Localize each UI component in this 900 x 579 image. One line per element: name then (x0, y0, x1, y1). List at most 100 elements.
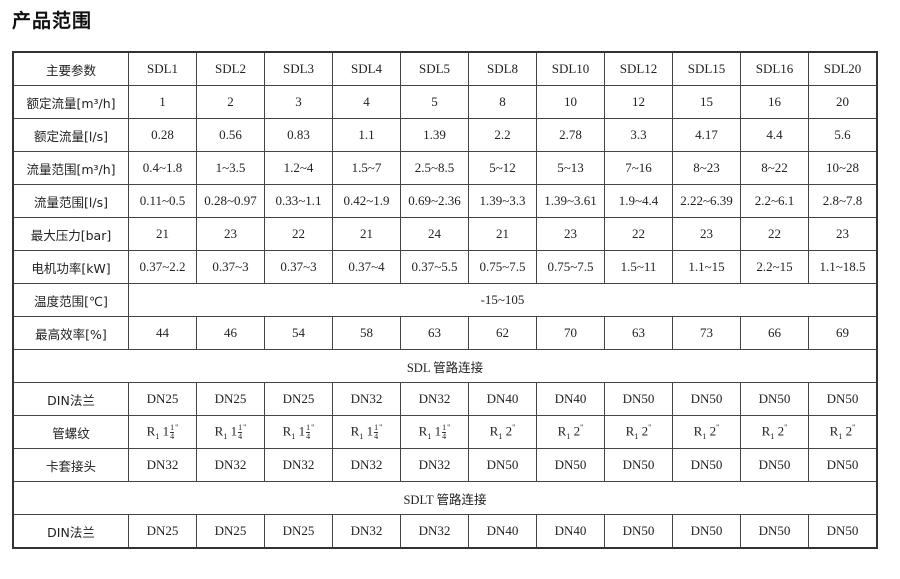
table-cell: SDL1 (128, 51, 197, 86)
table-cell: 2 (196, 85, 265, 119)
page-title: 产品范围 (12, 10, 93, 32)
table-cell: 2.22~6.39 (672, 184, 741, 218)
table-cell: 1.5~11 (604, 250, 673, 284)
table-cell: 0.75~7.5 (468, 250, 537, 284)
table-cell: DN50 (604, 448, 673, 482)
table-cell: DN50 (536, 448, 605, 482)
efficiency-row: 最高效率[%] 44 46 54 58 63 62 70 63 73 66 69 (12, 316, 878, 350)
table-cell: 20 (808, 85, 878, 119)
table-cell: 2.78 (536, 118, 605, 152)
compression-row: 卡套接头 DN32 DN32 DN32 DN32 DN32 DN50 DN50 DN50 DN50… (12, 448, 878, 482)
table-cell: 54 (264, 316, 333, 350)
thread-prefix: R (557, 423, 567, 439)
table-cell: DN32 (400, 382, 469, 416)
table-cell: DN25 (128, 514, 197, 549)
table-cell: R1 1 1 4 " (264, 415, 333, 449)
thread-prefix: R (350, 423, 360, 439)
table-cell: SDL2 (196, 51, 265, 86)
pipe-thread-row: 管螺纹 R1 1 1 4 " R1 1 1 4 " R1 1 1 4 " R1 1 1 4 " R1 1 1 4 " R1… (12, 415, 878, 449)
temperature-row: 温度范围[℃] -15~105 (12, 283, 878, 317)
table-cell: 0.37~4 (332, 250, 401, 284)
table-row: 流量范围[m³/h] 0.4~1.8 1~3.5 1.2~4 1.5~7 2.5~8.5 5… (12, 151, 878, 185)
thread-size: 1 (162, 423, 170, 439)
section-heading: SDLT 管路连接 (12, 481, 878, 515)
table-cell: 0.28 (128, 118, 197, 152)
table-cell: DN50 (672, 514, 741, 549)
table-cell: 2.2 (468, 118, 537, 152)
table-cell: 1.39~3.61 (536, 184, 605, 218)
table-cell: SDL3 (264, 51, 333, 86)
table-cell: DN40 (468, 382, 537, 416)
table-cell: 5 (400, 85, 469, 119)
header-row: 主要参数 SDL1 SDL2 SDL3 SDL4 SDL5 SDL8 SDL10 SDL12 SD… (12, 51, 878, 86)
table-cell: SDL12 (604, 51, 673, 86)
table-cell: 69 (808, 316, 878, 350)
table-cell: 15 (672, 85, 741, 119)
table-cell: 8~23 (672, 151, 741, 185)
table-cell: 2.5~8.5 (400, 151, 469, 185)
table-cell: 23 (536, 217, 605, 251)
table-cell: R1 2" (468, 415, 537, 449)
table-cell: 3.3 (604, 118, 673, 152)
inch-mark: " (852, 423, 856, 433)
table-cell: DN40 (468, 514, 537, 549)
table-cell: 1.1~18.5 (808, 250, 878, 284)
table-cell: R1 2" (740, 415, 809, 449)
table-cell: DN25 (196, 514, 265, 549)
table-cell: 5.6 (808, 118, 878, 152)
table-cell: DN32 (400, 514, 469, 549)
row-label: DIN法兰 (12, 514, 129, 549)
table-cell: DN25 (196, 382, 265, 416)
table-cell: DN25 (264, 514, 333, 549)
row-label: 最高效率[%] (12, 316, 129, 350)
table-cell: 23 (808, 217, 878, 251)
table-cell: 0.69~2.36 (400, 184, 469, 218)
table-cell: SDL16 (740, 51, 809, 86)
inch-mark: " (243, 423, 247, 433)
table-cell: DN32 (196, 448, 265, 482)
row-label: 额定流量[m³/h] (12, 85, 129, 119)
table-cell: DN50 (740, 382, 809, 416)
table-cell: 22 (264, 217, 333, 251)
table-cell: 73 (672, 316, 741, 350)
table-cell: 0.11~0.5 (128, 184, 197, 218)
inch-mark: " (379, 423, 383, 433)
table-cell: DN32 (128, 448, 197, 482)
table-cell: 4.17 (672, 118, 741, 152)
table-cell: 0.28~0.97 (196, 184, 265, 218)
inch-mark: " (311, 423, 315, 433)
table-cell: 62 (468, 316, 537, 350)
table-cell: 21 (332, 217, 401, 251)
table-cell: 58 (332, 316, 401, 350)
thread-sub: 1 (223, 431, 228, 441)
table-cell: 0.37~2.2 (128, 250, 197, 284)
table-cell: DN25 (128, 382, 197, 416)
table-cell: DN50 (468, 448, 537, 482)
table-cell: 70 (536, 316, 605, 350)
table-cell: 24 (400, 217, 469, 251)
table-row: 流量范围[l/s] 0.11~0.5 0.28~0.97 0.33~1.1 0.42~1… (12, 184, 878, 218)
table-cell: DN32 (332, 382, 401, 416)
table-cell: 1.9~4.4 (604, 184, 673, 218)
table-cell: 10~28 (808, 151, 878, 185)
table-cell: 4 (332, 85, 401, 119)
inch-mark: " (716, 423, 720, 433)
inch-mark: " (648, 423, 652, 433)
thread-sub: 1 (702, 431, 707, 441)
table-cell: 0.37~5.5 (400, 250, 469, 284)
table-cell: 10 (536, 85, 605, 119)
table-cell: 1.39~3.3 (468, 184, 537, 218)
table-cell: DN50 (808, 382, 878, 416)
table-cell: 0.75~7.5 (536, 250, 605, 284)
table-cell: 1.2~4 (264, 151, 333, 185)
row-label: 流量范围[m³/h] (12, 151, 129, 185)
table-cell: 1.5~7 (332, 151, 401, 185)
table-cell: SDL8 (468, 51, 537, 86)
table-row: 额定流量[m³/h] 1 2 3 4 5 8 10 12 15 16 20 (12, 85, 878, 119)
thread-size: 1 (434, 423, 442, 439)
thread-sub: 1 (427, 431, 432, 441)
row-label: 流量范围[l/s] (12, 184, 129, 218)
